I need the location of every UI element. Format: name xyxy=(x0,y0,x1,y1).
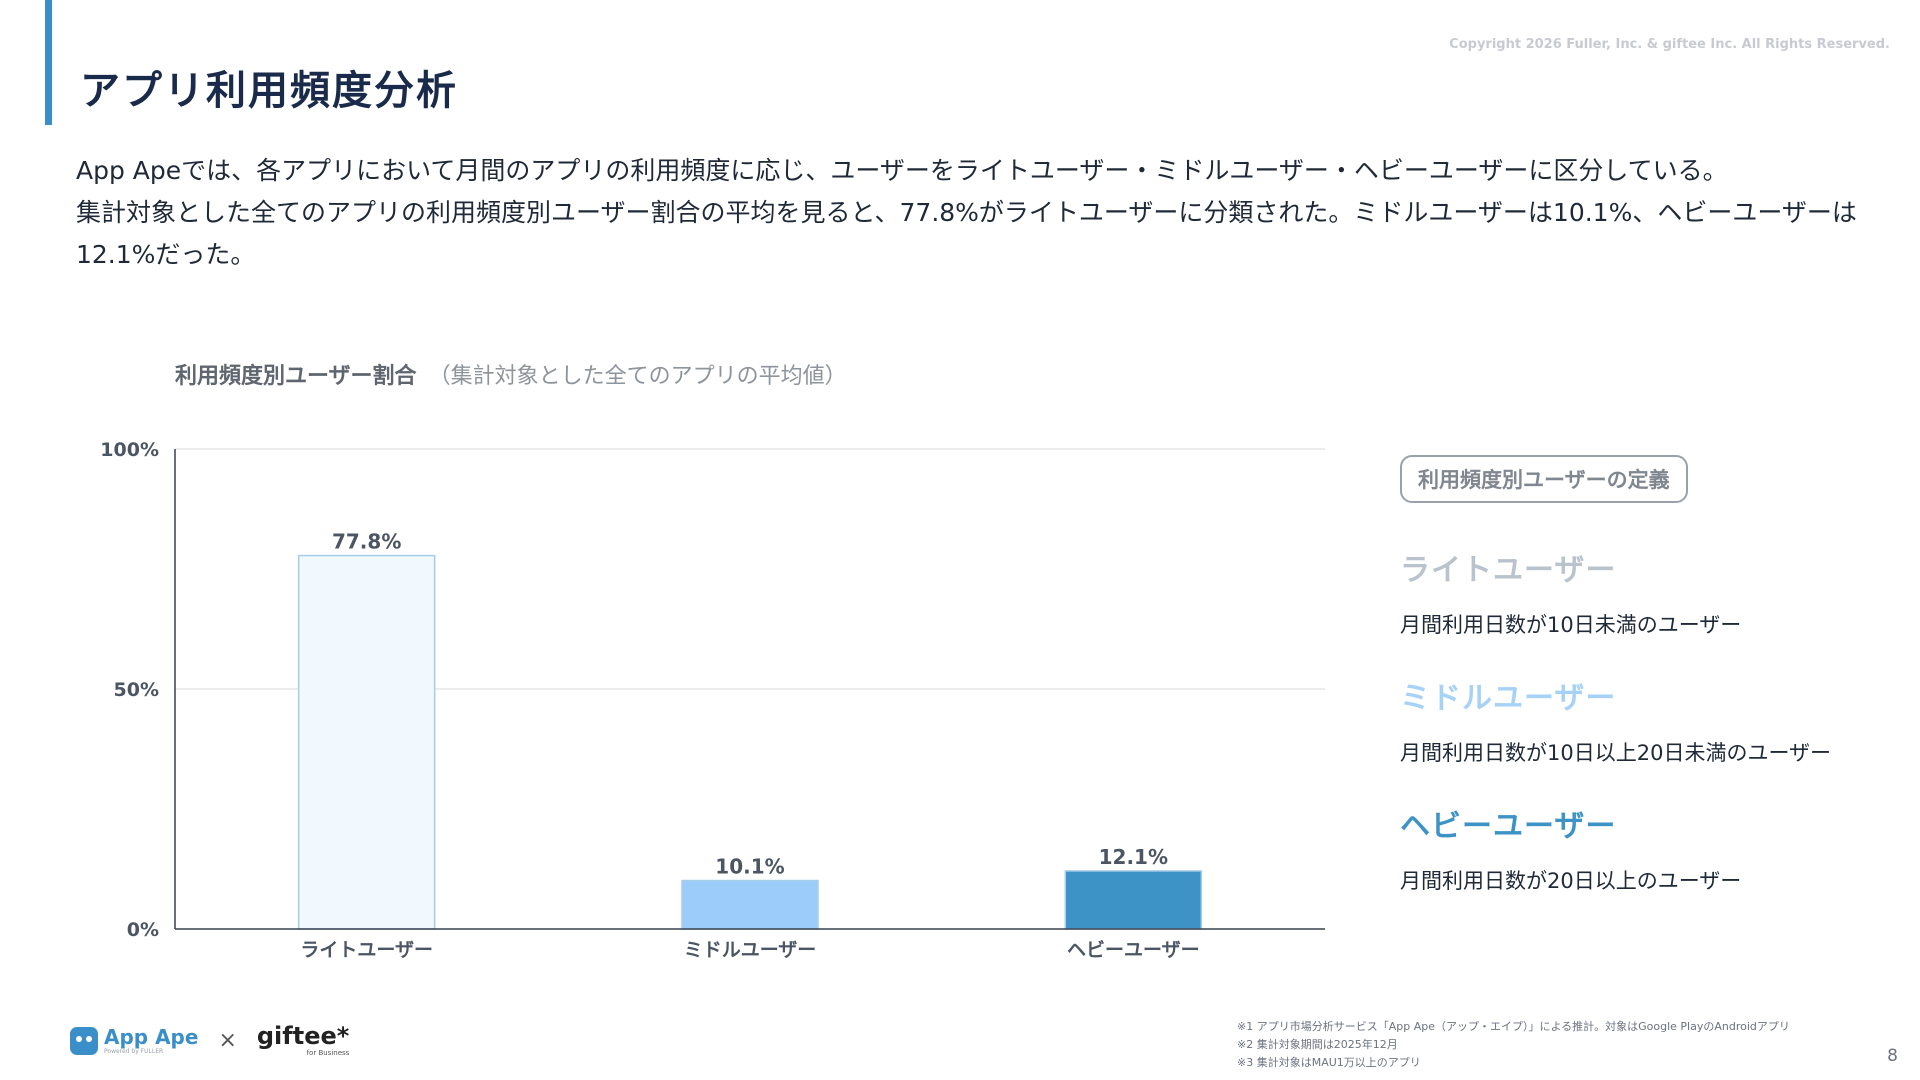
intro-line-2: 集計対象とした全てのアプリの利用頻度別ユーザー割合の平均を見ると、77.8%がラ… xyxy=(76,198,1857,269)
appape-logo: App Ape Powered by FULLER xyxy=(70,1024,199,1055)
page-number: 8 xyxy=(1887,1046,1898,1066)
chart-heading: 利用頻度別ユーザー割合 （集計対象とした全てのアプリの平均値） xyxy=(175,358,847,390)
x-tick-label: ライトユーザー xyxy=(300,939,433,961)
footnote-1: ※1 アプリ市場分析サービス「App Ape（アップ・エイプ）」による推計。対象… xyxy=(1237,1020,1790,1033)
chart-subtitle: （集計対象とした全てのアプリの平均値） xyxy=(428,364,847,389)
definitions-badge: 利用頻度別ユーザーの定義 xyxy=(1400,455,1688,503)
definitions-panel: 利用頻度別ユーザーの定義 ライトユーザー 月間利用日数が10日未満のユーザー ミ… xyxy=(1400,455,1900,895)
definition-heavy: ヘビーユーザー 月間利用日数が20日以上のユーザー xyxy=(1400,801,1900,895)
definition-heavy-name: ヘビーユーザー xyxy=(1400,809,1617,844)
intro-text: App Apeでは、各アプリにおいて月間のアプリの利用頻度に応じ、ユーザーをライ… xyxy=(76,150,1866,276)
appape-powered-by: Powered by FULLER xyxy=(104,1047,164,1055)
copyright-notice: Copyright 2026 Fuller, Inc. & giftee Inc… xyxy=(1449,37,1890,52)
footnote-2: ※2 集計対象期間は2025年12月 xyxy=(1237,1038,1398,1051)
data-label: 10.1% xyxy=(715,855,784,879)
bar-chart: 0% 50% 100% 77.8% ライトユーザー 10.1% ミドルユーザー 12.1% ヘビ… xyxy=(100,439,1325,961)
definition-middle-name: ミドルユーザー xyxy=(1400,681,1617,716)
definition-middle-desc: 月間利用日数が10日以上20日未満のユーザー xyxy=(1400,741,1832,765)
bar xyxy=(297,554,436,930)
giftee-logo: giftee* for Business xyxy=(257,1024,349,1057)
y-tick-label: 0% xyxy=(127,919,159,941)
definition-light-desc: 月間利用日数が10日未満のユーザー xyxy=(1400,613,1742,637)
x-tick-label: ミドルユーザー xyxy=(684,939,817,961)
definition-heavy-desc: 月間利用日数が20日以上のユーザー xyxy=(1400,869,1742,893)
chart-title: 利用頻度別ユーザー割合 xyxy=(175,364,417,389)
definition-light-name: ライトユーザー xyxy=(1400,553,1617,588)
x-tick-label: ヘビーユーザー xyxy=(1067,939,1200,961)
data-label: 12.1% xyxy=(1099,845,1168,869)
data-label: 77.8% xyxy=(332,530,401,554)
ape-face-icon xyxy=(70,1026,98,1055)
brand-logos: App Ape Powered by FULLER × giftee* for … xyxy=(70,1024,349,1057)
y-tick-label: 100% xyxy=(100,439,159,461)
bar xyxy=(681,879,819,930)
collaboration-times: × xyxy=(218,1028,237,1053)
intro-line-1: App Apeでは、各アプリにおいて月間のアプリの利用頻度に応じ、ユーザーをライ… xyxy=(76,156,1728,185)
title-accent-bar xyxy=(45,0,52,125)
y-tick-label: 50% xyxy=(114,679,159,701)
giftee-logo-text: giftee* xyxy=(256,1022,350,1050)
page-title: アプリ利用頻度分析 xyxy=(80,68,458,114)
definition-middle: ミドルユーザー 月間利用日数が10日以上20日未満のユーザー xyxy=(1400,673,1900,767)
footnote-3: ※3 集計対象はMAU1万以上のアプリ xyxy=(1237,1056,1421,1069)
appape-logo-text: App Ape xyxy=(104,1024,199,1049)
footnotes: ※1 アプリ市場分析サービス「App Ape（アップ・エイプ）」による推計。対象… xyxy=(1237,1018,1790,1072)
giftee-for-business: for Business xyxy=(306,1049,350,1057)
bar xyxy=(1064,870,1203,930)
definition-light: ライトユーザー 月間利用日数が10日未満のユーザー xyxy=(1400,545,1900,639)
